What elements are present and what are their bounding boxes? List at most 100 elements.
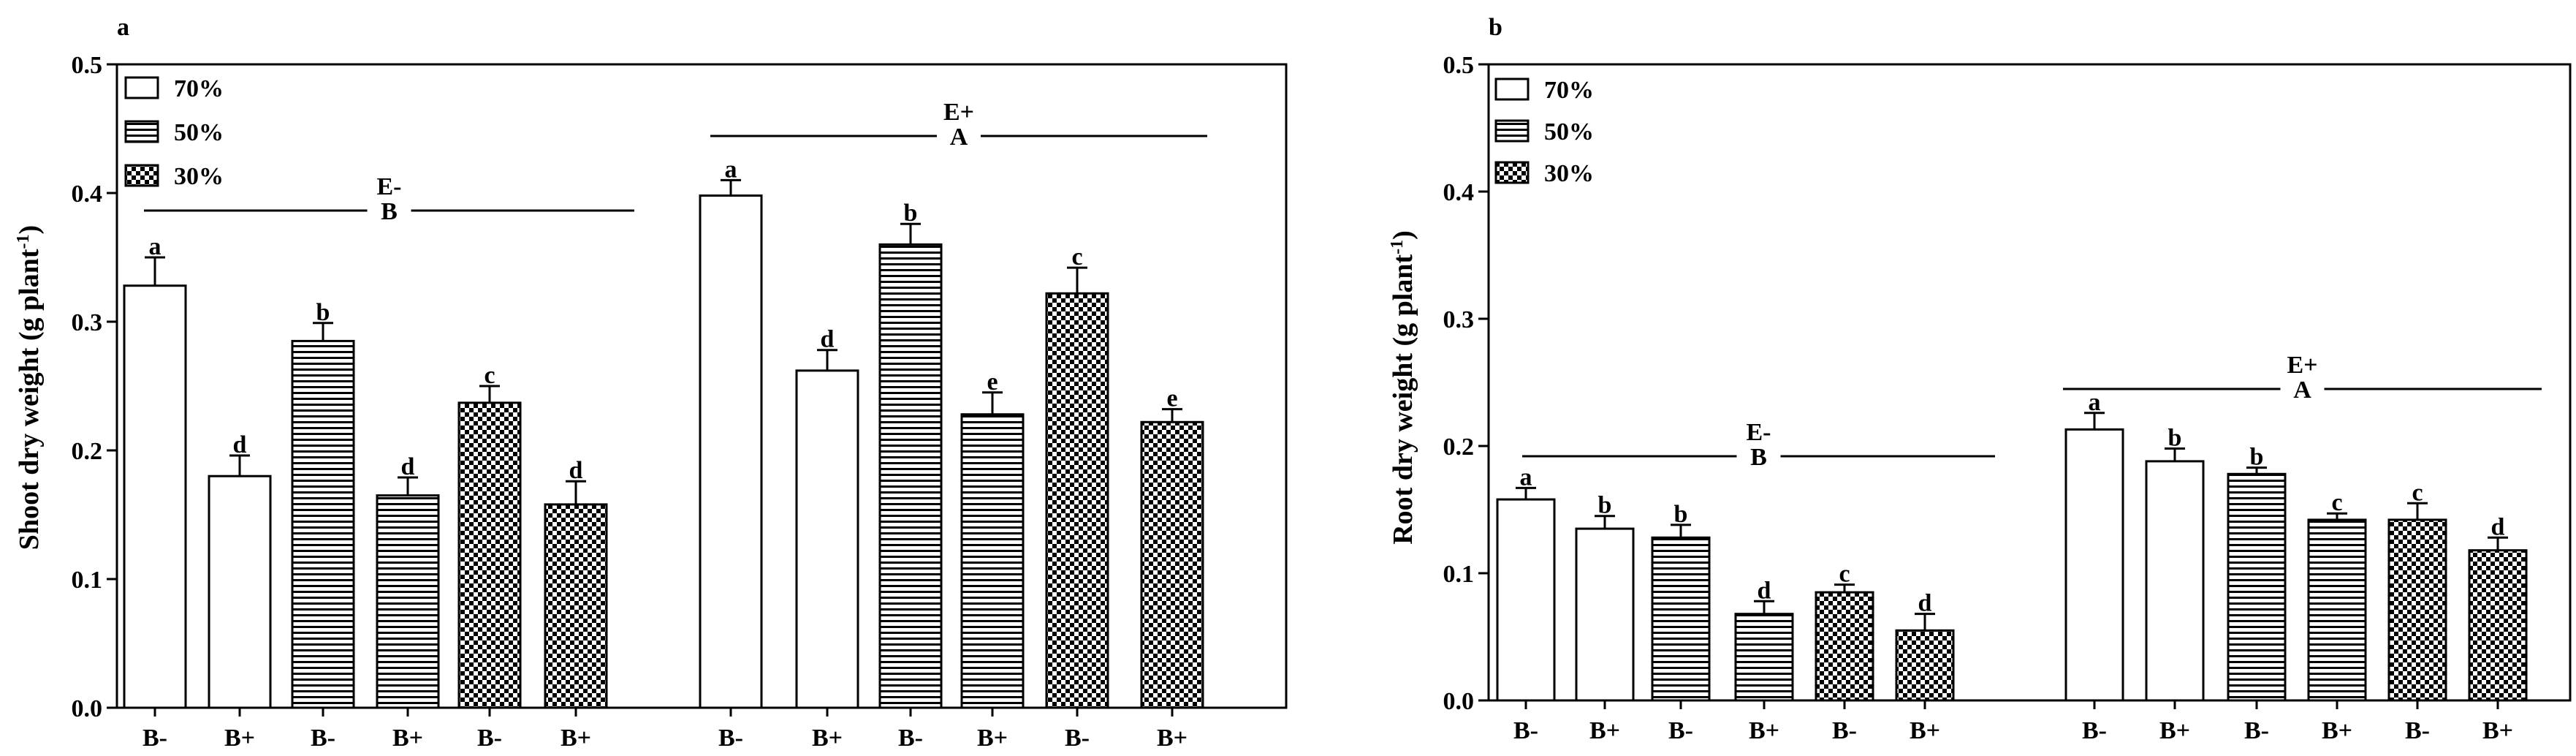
bar (1734, 613, 1794, 702)
significance-letter: a (1520, 464, 1532, 491)
significance-letter: d (233, 431, 247, 458)
y-axis-label: Shoot dry weight (g plant-1) (14, 225, 45, 550)
significance-letter: c (2331, 489, 2342, 516)
bar (2227, 472, 2287, 702)
y-tick-label: 0.5 (1443, 52, 1475, 79)
legend-swatch (1494, 78, 1530, 101)
significance-letter: e (987, 368, 998, 396)
group-bars: E-B E+A (1522, 352, 2542, 471)
significance-letter: c (2412, 479, 2423, 506)
group-bars: E-B E+A (144, 99, 1207, 225)
legend-label: 50% (174, 119, 224, 146)
x-tick-label: B- (2082, 717, 2107, 744)
group-label-endophyte: E- (377, 173, 402, 200)
y-tick-label: 0.1 (72, 567, 103, 594)
significance-letter: b (2250, 444, 2264, 471)
x-tick-label: B+ (977, 725, 1008, 752)
bar (1651, 536, 1711, 702)
legend: 70% 50% 30% (124, 75, 224, 190)
bar (2387, 518, 2447, 702)
x-tick-label: B- (477, 725, 502, 752)
significance-letter: d (821, 326, 835, 353)
x-tick-label: B- (1832, 717, 1857, 744)
bar (544, 503, 608, 709)
y-tick-label: 0.5 (72, 52, 103, 79)
legend-swatch (124, 164, 159, 187)
bar (699, 194, 763, 709)
bar (291, 339, 355, 709)
bars: a b b d c d a b b c c d (1496, 389, 2528, 702)
bar (123, 284, 187, 709)
bar (1045, 292, 1109, 709)
significance-letter: d (401, 453, 415, 480)
x-tick-label: B+ (1589, 717, 1620, 744)
x-tick-label: B- (2244, 717, 2269, 744)
group-label-letter: A (2293, 377, 2311, 404)
legend-label: 70% (1544, 77, 1594, 104)
panel-b-root-dry-weight: b Root dry weight (g plant-1) 0.00.10.20… (1388, 14, 2572, 744)
significance-letter: a (2089, 389, 2101, 416)
y-tick-label: 0.4 (1443, 179, 1475, 206)
significance-letter: a (725, 156, 737, 183)
x-tick-label: B+ (224, 725, 255, 752)
legend-label: 30% (174, 163, 224, 190)
group-label-endophyte: E+ (2287, 352, 2317, 379)
x-tick-label: B+ (392, 725, 423, 752)
bar (208, 475, 272, 709)
bar (1140, 420, 1204, 709)
group-label-endophyte: E+ (943, 99, 974, 126)
bar (878, 243, 943, 709)
significance-letter: b (2168, 424, 2182, 451)
significance-letter: b (904, 200, 918, 227)
bar (1496, 498, 1556, 702)
legend-swatch (1494, 161, 1530, 184)
legend-label: 70% (174, 75, 224, 102)
x-tick-label: B+ (2159, 717, 2190, 744)
significance-letter: b (1674, 501, 1688, 528)
bar (457, 401, 522, 709)
x-tick-label: B- (1668, 717, 1693, 744)
x-tick-label: B- (898, 725, 923, 752)
significance-letter: e (1166, 385, 1177, 412)
x-tick-label: B+ (1749, 717, 1779, 744)
significance-letter: b (1598, 492, 1612, 519)
panel-a-shoot-dry-weight: a Shoot dry weight (g plant-1) 0.0 0.1 0.2… (14, 14, 1288, 752)
significance-letter: d (1758, 577, 1771, 604)
y-tick-label: 0.1 (1443, 561, 1475, 588)
group-label-letter: B (1750, 444, 1767, 471)
y-tick-label: 0.4 (72, 181, 103, 208)
y-tick-label: 0.0 (72, 695, 103, 722)
x-tick-label: B+ (812, 725, 843, 752)
significance-letter: a (149, 233, 162, 260)
panel-label: b (1489, 14, 1502, 41)
x-tick-label: B- (2405, 717, 2430, 744)
x-tick-label: B+ (2482, 717, 2513, 744)
bar (2145, 460, 2205, 702)
bars: a d b d c d a d b e c e (123, 156, 1204, 709)
plot-frame (1487, 63, 2572, 702)
bar (376, 494, 440, 709)
x-tick-label: B- (718, 725, 743, 752)
significance-letter: b (316, 299, 330, 326)
x-axis: B- B+ B- B+ B- B+ B- B+ B- B+ B- B+ (143, 708, 1188, 752)
x-tick-label: B+ (2322, 717, 2352, 744)
bar (1575, 527, 1635, 702)
x-tick-label: B- (1513, 717, 1538, 744)
legend: 70% 50% 30% (1494, 77, 1594, 187)
x-tick-label: B- (311, 725, 335, 752)
group-label-endophyte: E- (1747, 419, 1771, 446)
y-tick-label: 0.2 (72, 438, 103, 465)
significance-letter: d (2491, 513, 2505, 540)
y-tick-label: 0.0 (1443, 688, 1475, 715)
significance-letter: d (569, 457, 583, 484)
bar (2064, 428, 2124, 702)
group-label-letter: A (950, 124, 968, 151)
bar (795, 369, 859, 709)
bar (2468, 549, 2528, 702)
y-axis: 0.0 0.1 0.2 0.3 0.4 0.5 (1443, 52, 1489, 715)
y-axis: 0.0 0.1 0.2 0.3 0.4 0.5 (72, 52, 117, 722)
y-tick-label: 0.2 (1443, 434, 1475, 461)
bar (1815, 591, 1874, 702)
bar (2307, 518, 2367, 702)
